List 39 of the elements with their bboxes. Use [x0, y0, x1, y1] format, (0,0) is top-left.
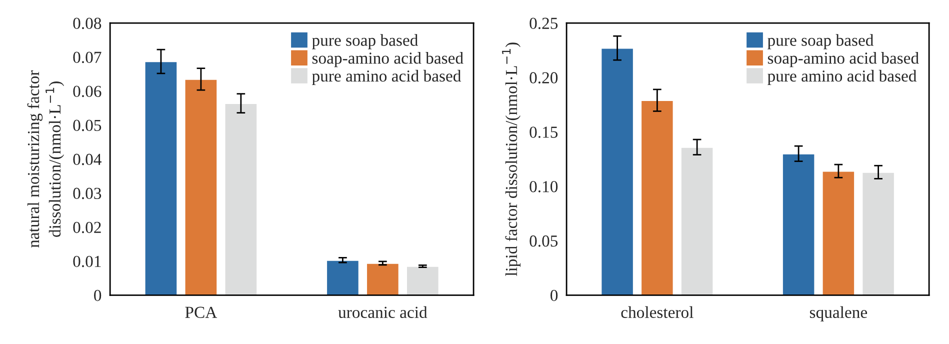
bar	[326, 259, 360, 296]
y-axis-title: lipid factor dissolution/(nmol·L$^{−1}$)	[502, 42, 520, 276]
bar	[184, 78, 218, 296]
y-tick-label: 0.20	[530, 72, 558, 84]
x-tick-label: squalene	[810, 306, 868, 322]
bar	[782, 152, 816, 296]
legend-label: soap-amino acid based	[768, 52, 919, 68]
y-tick-label: 0	[550, 290, 558, 302]
x-tick-label: PCA	[185, 306, 218, 318]
bar	[640, 100, 674, 296]
bar	[406, 266, 440, 296]
y-tick-label: 0.06	[73, 86, 102, 98]
y-tick-label: 0.04	[73, 154, 102, 166]
y-tick-label: 0.07	[73, 52, 102, 64]
y-tick-label: 0.01	[73, 256, 101, 268]
bar	[600, 47, 634, 296]
y-axis-title: natural moisturizing factor dissolution/(nmol·L$^{−1}$)	[27, 70, 64, 248]
y-tick-label: 0.05	[530, 235, 558, 247]
bar	[144, 60, 178, 296]
y-tick-label: 0	[94, 290, 102, 302]
legend-label: pure soap based	[312, 34, 418, 50]
x-tick-label: cholesterol	[621, 306, 694, 318]
bar	[821, 170, 856, 296]
y-tick-label: 0.10	[530, 181, 558, 192]
legend-label: soap-amino acid based	[312, 52, 464, 68]
bar	[861, 171, 896, 296]
legend-label: pure amino acid based	[312, 70, 462, 86]
legend-label: pure soap based	[768, 34, 874, 50]
y-tick-label: 0.02	[73, 222, 101, 234]
legend-label: pure amino acid based	[768, 70, 917, 86]
y-tick-label: 0.25	[530, 18, 558, 30]
y-tick-label: 0.05	[73, 120, 102, 132]
y-tick-label: 0.15	[530, 126, 558, 138]
bar	[680, 146, 714, 296]
x-tick-label: urocanic acid	[338, 306, 428, 318]
bar	[224, 102, 258, 296]
y-tick-label: 0.08	[73, 18, 102, 30]
y-tick-label: 0.03	[73, 188, 102, 200]
bar	[366, 262, 400, 296]
